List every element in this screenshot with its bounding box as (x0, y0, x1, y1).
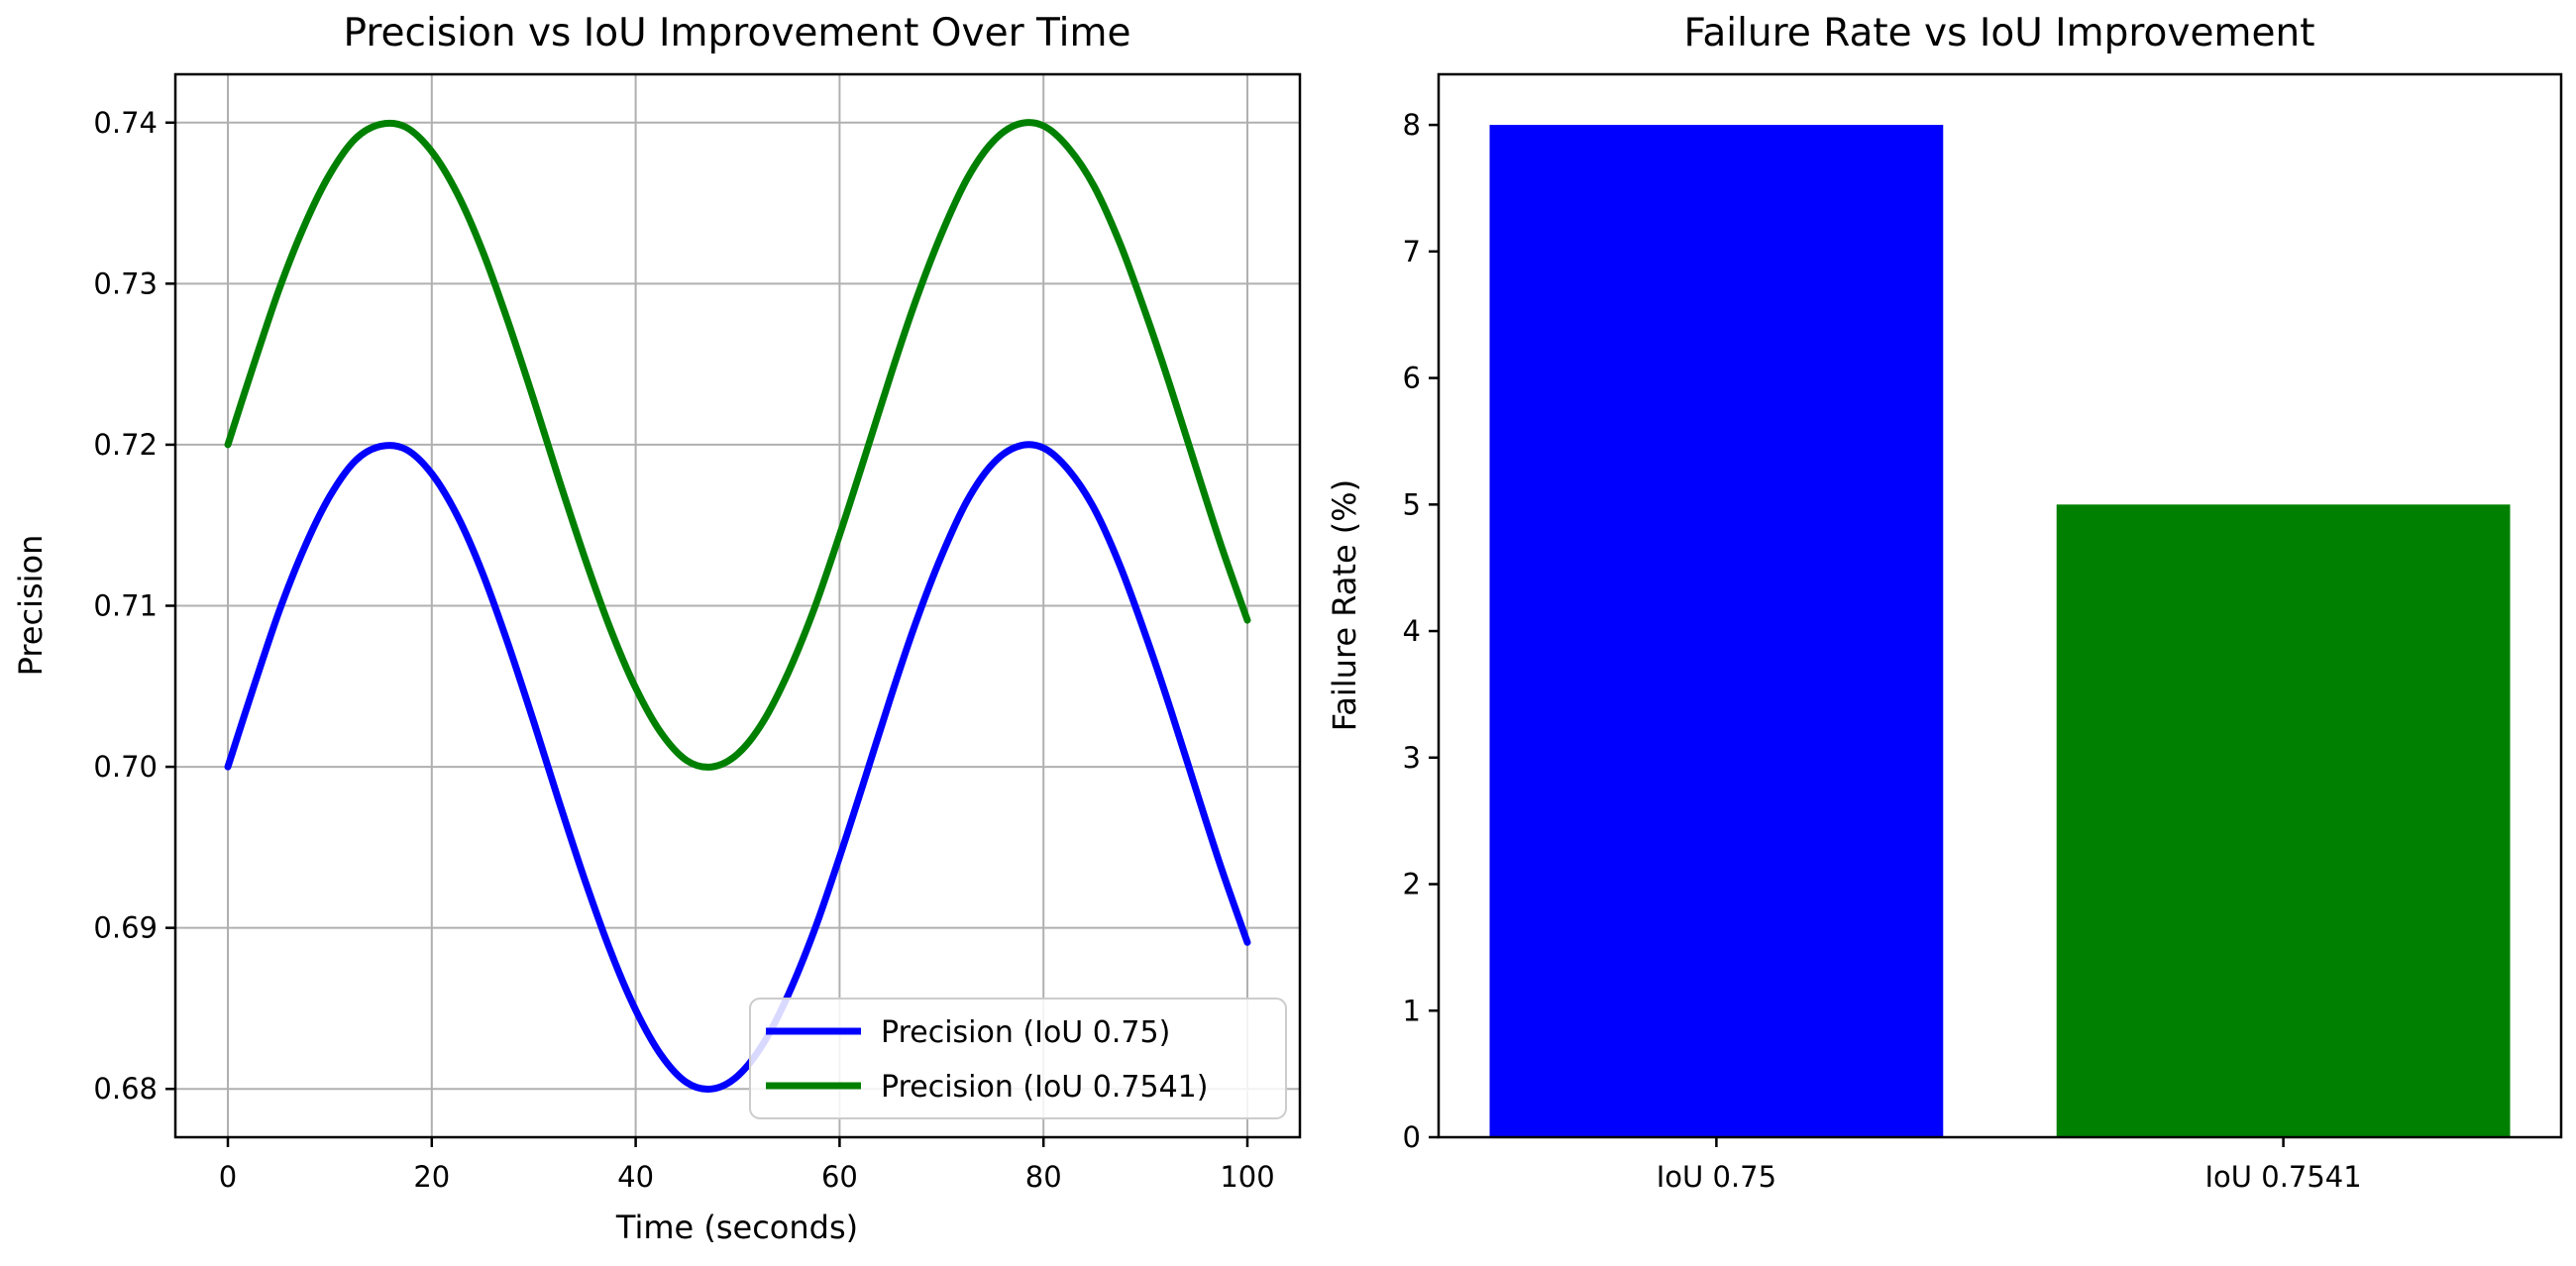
series-line-precision-iou-0-75 (224, 441, 1251, 1093)
left-x-tick-label: 40 (617, 1160, 654, 1194)
left-y-tick-label: 0.74 (93, 106, 158, 140)
left-x-tick-label: 100 (1220, 1160, 1274, 1194)
left-x-tick-label: 60 (821, 1160, 858, 1194)
right-y-tick-label: 7 (1403, 235, 1421, 268)
right-y-tick-label: 3 (1403, 741, 1421, 775)
right-y-tick-label: 5 (1403, 487, 1421, 521)
left-y-tick-label: 0.69 (93, 911, 158, 945)
left-x-axis-label: Time (seconds) (615, 1209, 858, 1246)
bar-iou-0-75 (1489, 125, 1944, 1138)
left-x-tick-label: 0 (219, 1160, 237, 1194)
right-y-tick-label: 4 (1403, 614, 1421, 648)
right-y-tick-label: 8 (1403, 108, 1421, 142)
right-y-tick-label: 0 (1403, 1120, 1421, 1154)
legend-box (749, 998, 1287, 1119)
series-line-precision-iou-0-7541 (224, 119, 1251, 771)
right-x-tick-label: IoU 0.7541 (2205, 1160, 2362, 1194)
bar-iou-0-7541 (2056, 504, 2511, 1137)
left-y-axis-label: Precision (12, 535, 50, 677)
legend-label-precision-iou-0-75: Precision (IoU 0.75) (881, 1015, 1170, 1050)
left-y-tick-label: 0.72 (93, 428, 158, 462)
left-y-tick-label: 0.73 (93, 266, 158, 300)
right-bar-chart: 0 1 2 3 4 5 6 7 8 IoU 0.75 IoU 0.7541 (1403, 72, 2563, 1194)
right-x-tick-label: IoU 0.75 (1657, 1160, 1776, 1194)
right-chart-title: Failure Rate vs IoU Improvement (1684, 11, 2315, 55)
left-chart-title: Precision vs IoU Improvement Over Time (344, 11, 1131, 55)
left-y-tick-label: 0.70 (93, 750, 158, 784)
left-x-tick-label: 80 (1025, 1160, 1062, 1194)
right-y-axis-label: Failure Rate (%) (1326, 479, 1363, 731)
left-y-tick-label: 0.71 (93, 589, 158, 623)
right-y-tick-label: 2 (1403, 868, 1421, 901)
legend: Precision (IoU 0.75) Precision (IoU 0.754… (749, 998, 1287, 1119)
left-y-tick-label: 0.68 (93, 1072, 158, 1106)
right-y-tick-label: 1 (1403, 994, 1421, 1027)
right-y-tick-label: 6 (1403, 362, 1421, 395)
left-x-tick-label: 20 (413, 1160, 450, 1194)
left-line-chart: 0 20 40 60 80 100 0.68 0.69 0.70 0.71 0.72 0.73 0.74 (93, 72, 1302, 1194)
legend-label-precision-iou-0-7541: Precision (IoU 0.7541) (881, 1070, 1208, 1105)
right-axes-frame (1437, 72, 2563, 1139)
